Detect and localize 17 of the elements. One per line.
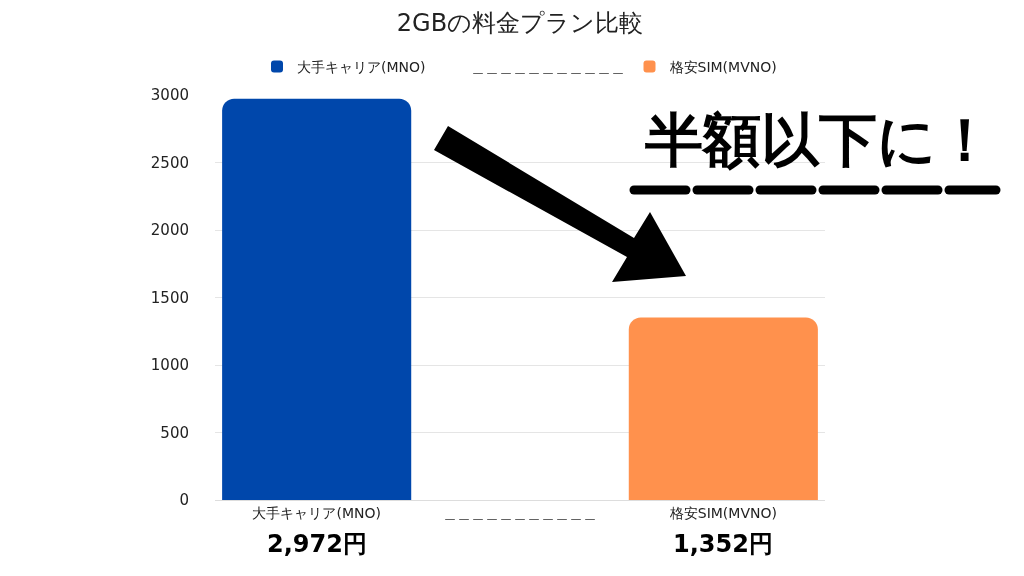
y-tick-label: 1000 [150, 356, 189, 375]
legend-label: 格安SIM(MVNO) [668, 58, 777, 75]
y-tick-label: 1500 [150, 288, 189, 307]
x-tick-label: 格安SIM(MVNO) [668, 504, 777, 521]
x-tick-label: ＿＿＿＿＿＿＿＿＿＿＿ [443, 504, 597, 521]
y-tick-label: 500 [160, 423, 189, 442]
x-tick-label: 大手キャリア(MNO) [252, 504, 381, 521]
y-tick-label: 3000 [150, 86, 189, 105]
data-label: 2,972円 [267, 530, 367, 558]
y-tick-label: 2500 [150, 153, 189, 172]
y-tick-label: 0 [179, 491, 189, 510]
legend-label: 大手キャリア(MNO) [297, 58, 426, 75]
chart-title: 2GBの料金プラン比較 [396, 9, 644, 38]
y-tick-label: 2000 [150, 221, 189, 240]
text: ＿＿＿＿＿＿＿＿＿＿＿ [470, 58, 625, 75]
annotation: 半額以下に！ [644, 106, 994, 174]
data-label: 1,352円 [673, 530, 773, 558]
